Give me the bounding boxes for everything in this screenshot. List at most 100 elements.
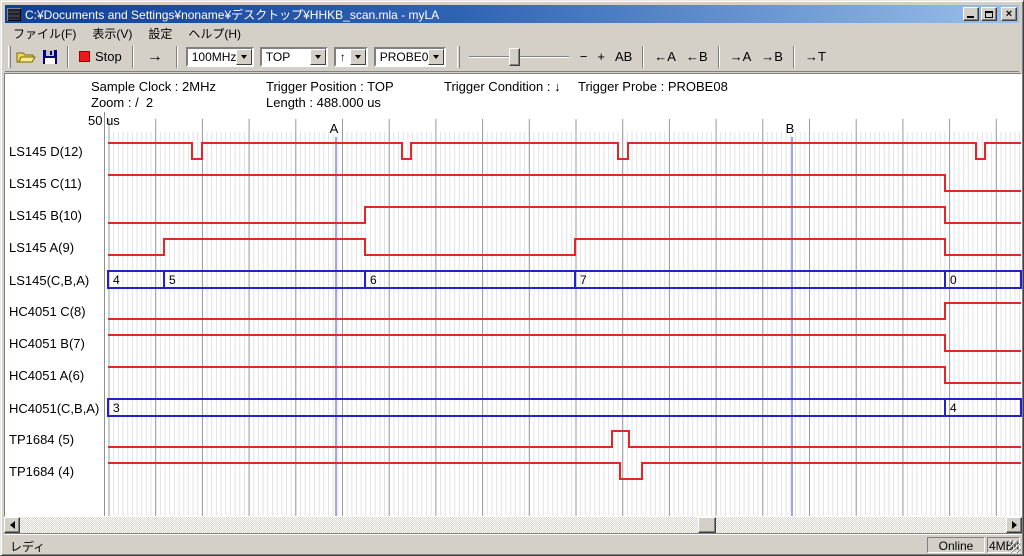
status-bar: レディ Online 4MBit bbox=[4, 533, 1022, 554]
waveform-hc4051-b bbox=[108, 334, 1021, 352]
goto-a-left-button[interactable]: ←A bbox=[654, 49, 676, 64]
goto-b-left-button[interactable]: ←B bbox=[685, 49, 708, 64]
maximize-button[interactable] bbox=[981, 7, 997, 21]
scroll-left-button[interactable] bbox=[4, 517, 20, 533]
maximize-icon bbox=[985, 10, 993, 18]
signal-label-hc4051-a: HC4051 A(6) bbox=[9, 368, 85, 383]
marker-label-A: A bbox=[330, 121, 339, 136]
goto-a-right-button[interactable]: →A bbox=[729, 49, 752, 64]
scroll-right-button[interactable] bbox=[1006, 517, 1022, 533]
run-button[interactable]: → bbox=[146, 47, 163, 65]
save-floppy-icon bbox=[43, 49, 57, 64]
bus-hc4051-bus bbox=[107, 398, 1022, 417]
save-file-button[interactable] bbox=[38, 46, 62, 68]
length-info: Length : 488.000 us bbox=[266, 95, 381, 110]
sample-clock-info: Sample Clock : 2MHz bbox=[91, 79, 216, 94]
close-icon: × bbox=[1005, 7, 1013, 20]
signal-label-ls145-bus: LS145(C,B,A) bbox=[9, 272, 90, 288]
zoom-info: Zoom : / 2 bbox=[91, 95, 154, 110]
menu-view[interactable]: 表示(V) bbox=[92, 26, 133, 41]
status-ready-text: レディ bbox=[10, 540, 46, 554]
waveform-tp1684-5 bbox=[108, 430, 1021, 448]
toolbar-separator bbox=[642, 45, 645, 68]
goto-trigger-button[interactable]: →T bbox=[804, 49, 826, 64]
probe-select[interactable]: PROBE00 bbox=[373, 46, 446, 67]
trigger-probe-info: Trigger Probe : PROBE08 bbox=[578, 79, 728, 94]
clock-select[interactable]: 100MHz bbox=[185, 46, 254, 67]
waveform-ls145-a bbox=[108, 238, 1021, 256]
bus-value: 4 bbox=[113, 273, 120, 287]
dropdown-button[interactable] bbox=[235, 48, 252, 65]
signal-label-hc4051-bus: HC4051(C,B,A) bbox=[9, 400, 100, 416]
waveform-ls145-b bbox=[108, 206, 1021, 224]
signal-label-ls145-d: LS145 D(12) bbox=[9, 144, 83, 159]
toolbar-separator bbox=[717, 45, 720, 68]
stop-label: Stop bbox=[95, 49, 122, 64]
trigger-condition-info: Trigger Condition : ↓ bbox=[444, 79, 561, 94]
zoom-slider[interactable] bbox=[468, 46, 569, 68]
signal-label-tp1684-4: TP1684 (4) bbox=[9, 464, 75, 479]
menu-settings[interactable]: 設定 bbox=[148, 26, 173, 41]
dropdown-button[interactable] bbox=[427, 48, 444, 65]
signal-label-tp1684-5: TP1684 (5) bbox=[9, 432, 75, 447]
goto-b-right-button[interactable]: →B bbox=[761, 49, 783, 64]
triangle-right-icon bbox=[1011, 521, 1017, 529]
stop-button[interactable]: Stop bbox=[74, 46, 127, 68]
toolbar-grip[interactable] bbox=[8, 45, 11, 68]
resize-grip[interactable] bbox=[1008, 540, 1021, 553]
triangle-left-icon bbox=[9, 521, 15, 529]
waveform-tp1684-4 bbox=[108, 462, 1021, 480]
horizontal-scrollbar[interactable] bbox=[4, 517, 1022, 533]
status-online-badge: Online bbox=[927, 537, 985, 553]
signal-label-ls145-b: LS145 B(10) bbox=[9, 208, 82, 223]
chevron-down-icon bbox=[240, 54, 247, 59]
trigger-edge-value: ↑ bbox=[339, 49, 346, 64]
trigger-edge-select[interactable]: ↑ bbox=[333, 46, 368, 67]
bus-ls145-bus bbox=[107, 270, 1022, 289]
waveform-client-area bbox=[4, 73, 1022, 517]
dropdown-button[interactable] bbox=[349, 48, 366, 65]
open-file-button[interactable] bbox=[14, 46, 38, 68]
chevron-down-icon bbox=[314, 54, 321, 59]
window-title: C:¥Documents and Settings¥noname¥デスクトップ¥… bbox=[25, 7, 440, 22]
close-button[interactable]: × bbox=[1001, 7, 1017, 21]
probe-value: PROBE00 bbox=[379, 49, 436, 64]
bus-value: 7 bbox=[580, 273, 587, 287]
clock-value: 100MHz bbox=[191, 49, 237, 64]
bus-value: 6 bbox=[370, 273, 377, 287]
bus-value: 0 bbox=[950, 273, 957, 287]
menu-file[interactable]: ファイル(F) bbox=[13, 26, 77, 41]
toolbar-grip[interactable] bbox=[456, 45, 460, 68]
menu-help[interactable]: ヘルプ(H) bbox=[188, 26, 242, 41]
waveform-ls145-d bbox=[108, 142, 1021, 160]
scrollbar-thumb[interactable] bbox=[698, 517, 716, 533]
signal-label-ls145-c: LS145 C(11) bbox=[9, 176, 82, 191]
app-icon[interactable] bbox=[7, 7, 21, 21]
signal-label-hc4051-c: HC4051 C(8) bbox=[9, 304, 86, 319]
chevron-down-icon bbox=[432, 54, 439, 59]
time-scale-label: 50 us bbox=[88, 113, 120, 128]
toolbar-separator bbox=[792, 45, 795, 68]
bus-value: 3 bbox=[113, 401, 120, 415]
stop-icon bbox=[79, 51, 90, 62]
toolbar-separator bbox=[175, 45, 178, 68]
bus-value: 5 bbox=[169, 273, 176, 287]
label-panel-separator bbox=[104, 112, 106, 516]
minimize-button[interactable] bbox=[963, 7, 979, 21]
toolbar-separator bbox=[67, 45, 69, 68]
bus-value: 4 bbox=[950, 401, 957, 415]
zoom-in-button[interactable]: + bbox=[597, 49, 605, 64]
slider-thumb[interactable] bbox=[508, 47, 520, 66]
open-folder-icon bbox=[16, 52, 36, 62]
trigger-position-value: TOP bbox=[265, 49, 291, 64]
zoom-out-button[interactable]: − bbox=[579, 49, 588, 64]
dropdown-button[interactable] bbox=[309, 48, 326, 65]
title-bar: C:¥Documents and Settings¥noname¥デスクトップ¥… bbox=[5, 5, 1019, 23]
waveform-ls145-c bbox=[108, 174, 1021, 192]
signal-label-ls145-a: LS145 A(9) bbox=[9, 240, 75, 255]
trigger-position-select[interactable]: TOP bbox=[259, 46, 328, 67]
toolbar-separator bbox=[131, 45, 134, 68]
ab-button[interactable]: AB bbox=[614, 49, 633, 64]
